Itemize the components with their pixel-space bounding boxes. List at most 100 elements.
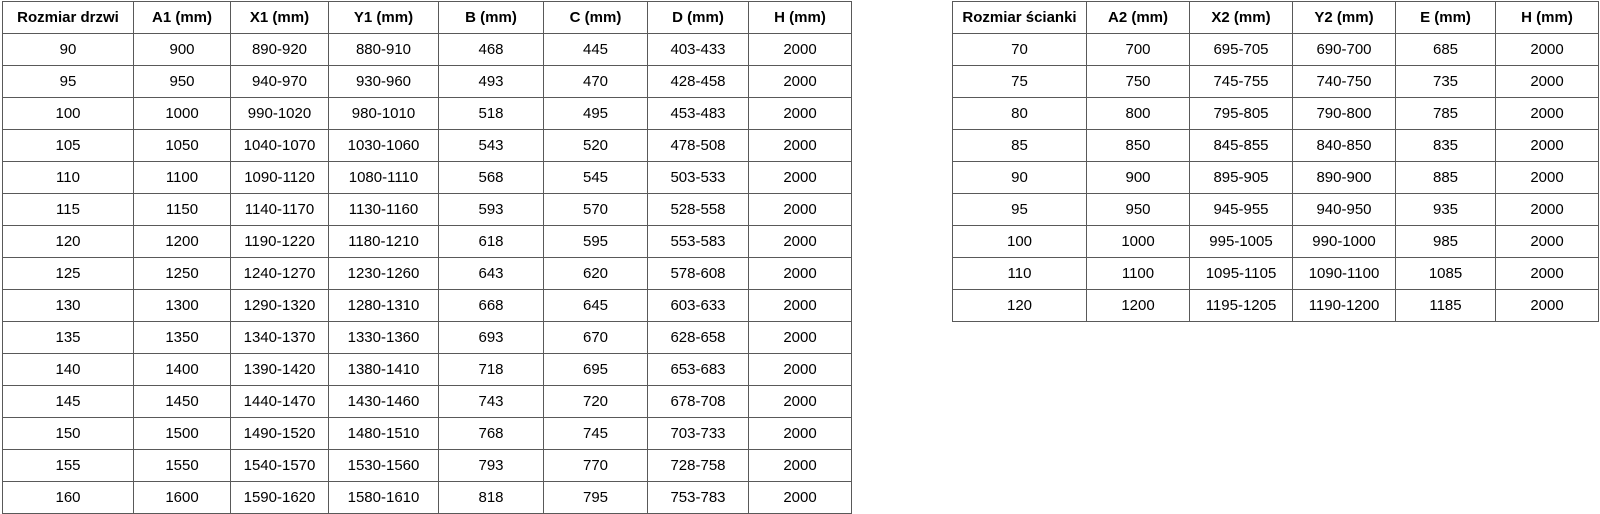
table-cell: 990-1000	[1292, 225, 1396, 258]
table-cell: 685	[1395, 33, 1496, 66]
table-cell: 835	[1395, 129, 1496, 162]
table-cell: 785	[1395, 97, 1496, 130]
table-cell: 603-633	[647, 289, 749, 322]
table-cell: 1390-1420	[230, 353, 329, 386]
table-cell: 885	[1395, 161, 1496, 194]
table-cell: 845-855	[1189, 129, 1293, 162]
table-cell: 690-700	[1292, 33, 1396, 66]
table-cell: 940-970	[230, 65, 329, 98]
table-cell: 940-950	[1292, 193, 1396, 226]
table-cell: 1290-1320	[230, 289, 329, 322]
table-cell: 980-1010	[328, 97, 439, 130]
column-header: A2 (mm)	[1086, 1, 1190, 34]
table-row: 125 1250 1240-1270 1230-1260 643 620 578-608 20…	[2, 257, 852, 290]
table-cell: 595	[543, 225, 648, 258]
table-cell: 1600	[133, 481, 231, 514]
table-cell: 2000	[748, 129, 852, 162]
table-cell: 478-508	[647, 129, 749, 162]
table-row: 100 1000 990-1020 980-1010 518 495 453-483 2000	[2, 97, 852, 130]
table-row: 130 1300 1290-1320 1280-1310 668 645 603-633 20…	[2, 289, 852, 322]
table-cell: 2000	[748, 65, 852, 98]
column-header: D (mm)	[647, 1, 749, 34]
table-cell: 568	[438, 161, 544, 194]
table-cell: 2000	[748, 353, 852, 386]
table-cell: 578-608	[647, 257, 749, 290]
table-cell: 900	[133, 33, 231, 66]
table-cell: 1200	[1086, 289, 1190, 322]
table-cell: 2000	[1495, 289, 1599, 322]
table-cell: 985	[1395, 225, 1496, 258]
table-row: 135 1350 1340-1370 1330-1360 693 670 628-658 20…	[2, 321, 852, 354]
table-cell: 840-850	[1292, 129, 1396, 162]
column-header: H (mm)	[748, 1, 852, 34]
column-header: H (mm)	[1495, 1, 1599, 34]
table-cell: 1000	[133, 97, 231, 130]
table-cell: 1440-1470	[230, 385, 329, 418]
table-cell: 1490-1520	[230, 417, 329, 450]
table-cell: 1190-1220	[230, 225, 329, 258]
table-cell: 1130-1160	[328, 193, 439, 226]
table-cell: 2000	[748, 417, 852, 450]
table-cell: 120	[2, 225, 134, 258]
table-cell: 2000	[1495, 129, 1599, 162]
table-cell: 645	[543, 289, 648, 322]
table-cell: 2000	[1495, 193, 1599, 226]
table-cell: 115	[2, 193, 134, 226]
table-cell: 468	[438, 33, 544, 66]
column-header: A1 (mm)	[133, 1, 231, 34]
table-cell: 125	[2, 257, 134, 290]
table-cell: 428-458	[647, 65, 749, 98]
table-cell: 520	[543, 129, 648, 162]
table-row: 80 800 795-805 790-800 785 2000	[952, 97, 1599, 130]
table-cell: 618	[438, 225, 544, 258]
table-cell: 1430-1460	[328, 385, 439, 418]
table-cell: 743	[438, 385, 544, 418]
table-cell: 445	[543, 33, 648, 66]
table-cell: 90	[2, 33, 134, 66]
table-cell: 1185	[1395, 289, 1496, 322]
table-cell: 2000	[748, 225, 852, 258]
table-cell: 1095-1105	[1189, 257, 1293, 290]
table-cell: 850	[1086, 129, 1190, 162]
table-cell: 1250	[133, 257, 231, 290]
table-row: 120 1200 1190-1220 1180-1210 618 595 553-583 20…	[2, 225, 852, 258]
table-cell: 1450	[133, 385, 231, 418]
header-row: Rozmiar drzwi A1 (mm) X1 (mm) Y1 (mm) B (mm)…	[2, 1, 852, 34]
table-cell: 1040-1070	[230, 129, 329, 162]
table-cell: 1090-1120	[230, 161, 329, 194]
table-cell: 2000	[1495, 65, 1599, 98]
table-cell: 2000	[748, 257, 852, 290]
header-row: Rozmiar ścianki A2 (mm) X2 (mm) Y2 (mm) E (m…	[952, 1, 1599, 34]
table-cell: 1195-1205	[1189, 289, 1293, 322]
table-cell: 1340-1370	[230, 321, 329, 354]
table-cell: 703-733	[647, 417, 749, 450]
table-cell: 1180-1210	[328, 225, 439, 258]
table-cell: 1350	[133, 321, 231, 354]
wall-size-table: Rozmiar ścianki A2 (mm) X2 (mm) Y2 (mm) E (m…	[952, 1, 1599, 322]
table-row: 155 1550 1540-1570 1530-1560 793 770 728-758 20…	[2, 449, 852, 482]
table-cell: 2000	[1495, 161, 1599, 194]
table-cell: 628-658	[647, 321, 749, 354]
table-cell: 1000	[1086, 225, 1190, 258]
table-cell: 453-483	[647, 97, 749, 130]
table-cell: 735	[1395, 65, 1496, 98]
table-row: 145 1450 1440-1470 1430-1460 743 720 678-708 20…	[2, 385, 852, 418]
table-cell: 545	[543, 161, 648, 194]
table-cell: 2000	[748, 161, 852, 194]
table-cell: 1090-1100	[1292, 257, 1396, 290]
table-cell: 145	[2, 385, 134, 418]
table-cell: 90	[952, 161, 1087, 194]
table-row: 90 900 895-905 890-900 885 2000	[952, 161, 1599, 194]
table-cell: 2000	[748, 289, 852, 322]
table-cell: 1150	[133, 193, 231, 226]
table-row: 100 1000 995-1005 990-1000 985 2000	[952, 225, 1599, 258]
table-cell: 1280-1310	[328, 289, 439, 322]
table-cell: 1230-1260	[328, 257, 439, 290]
table-cell: 950	[1086, 193, 1190, 226]
table-cell: 795	[543, 481, 648, 514]
table-cell: 2000	[748, 193, 852, 226]
table-row: 120 1200 1195-1205 1190-1200 1185 2000	[952, 289, 1599, 322]
column-header: Y2 (mm)	[1292, 1, 1396, 34]
table-cell: 900	[1086, 161, 1190, 194]
table-cell: 793	[438, 449, 544, 482]
